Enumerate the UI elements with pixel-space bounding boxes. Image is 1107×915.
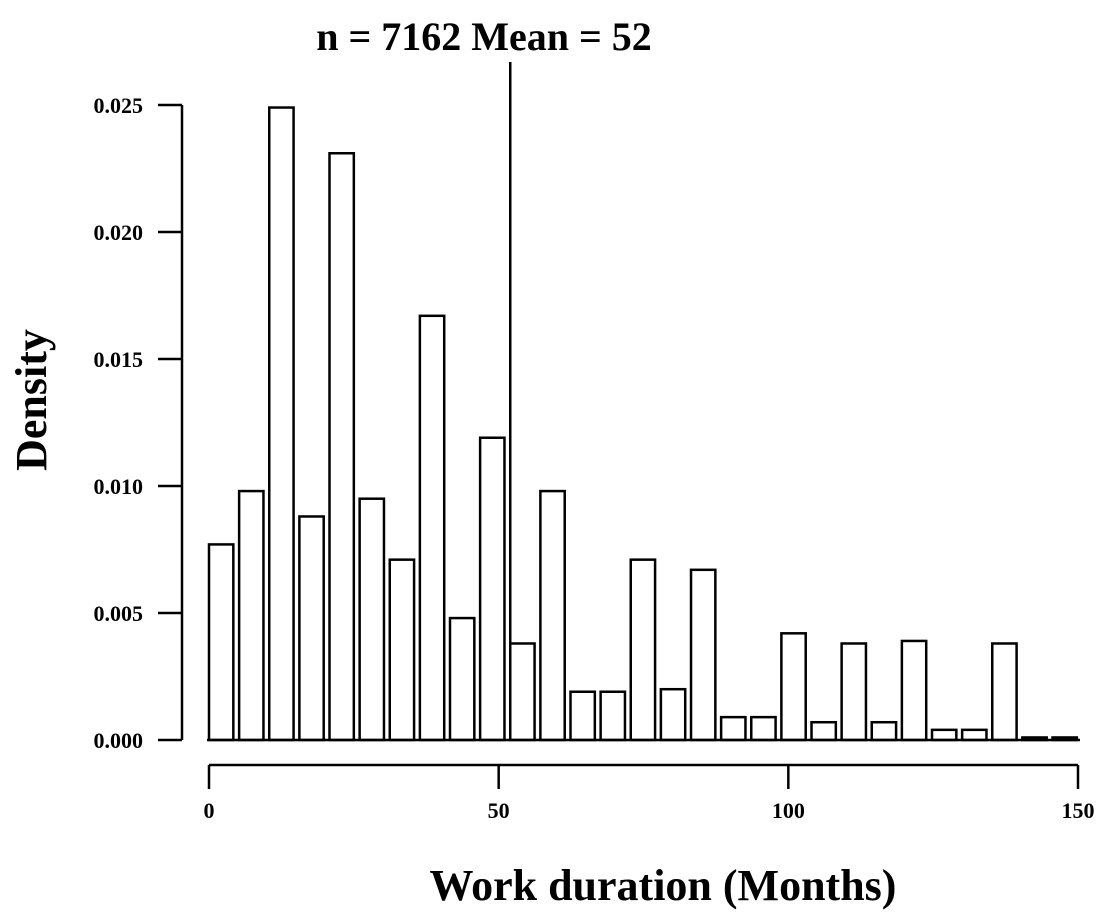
y-tick-label-1: 0.005 bbox=[94, 601, 144, 626]
histogram-bar-13 bbox=[599, 690, 627, 742]
histogram-bar-7 bbox=[418, 314, 446, 742]
y-tick-label-3: 0.015 bbox=[94, 347, 144, 372]
histogram-bar-14 bbox=[629, 558, 657, 742]
histogram-bar-26 bbox=[991, 642, 1018, 742]
bars-layer bbox=[207, 106, 1080, 742]
histogram-bar-21 bbox=[840, 642, 868, 742]
histogram-bar-5 bbox=[358, 497, 386, 742]
x-tick-label-3: 150 bbox=[1062, 798, 1095, 823]
x-tick-label-2: 100 bbox=[772, 798, 805, 823]
y-tick-label-5: 0.025 bbox=[94, 93, 144, 118]
histogram-bar-1 bbox=[237, 489, 265, 742]
x-tick-label-1: 50 bbox=[488, 798, 510, 823]
histogram-bar-20 bbox=[810, 720, 838, 742]
histogram-bar-9 bbox=[478, 436, 506, 742]
histogram-bar-3 bbox=[298, 515, 325, 742]
histogram-bar-4 bbox=[328, 152, 356, 742]
histogram-bar-25 bbox=[960, 728, 988, 742]
histogram-bar-6 bbox=[388, 558, 416, 742]
y-tick-label-0: 0.000 bbox=[94, 728, 144, 753]
histogram-bar-19 bbox=[780, 632, 807, 742]
y-tick-label-2: 0.010 bbox=[94, 474, 144, 499]
histogram-bar-2 bbox=[268, 106, 295, 742]
histogram-bar-10 bbox=[509, 642, 536, 742]
histogram-bar-8 bbox=[448, 616, 476, 742]
x-tick-label-0: 0 bbox=[204, 798, 215, 823]
histogram-bar-18 bbox=[750, 715, 777, 742]
histogram-bar-12 bbox=[569, 690, 597, 742]
histogram-bar-22 bbox=[870, 720, 898, 742]
histogram-bar-11 bbox=[539, 489, 566, 742]
histogram-bar-0 bbox=[207, 543, 235, 742]
x-axis: 0 50 100 150 bbox=[204, 763, 1095, 823]
histogram-bar-15 bbox=[659, 687, 687, 742]
y-tick-label-4: 0.020 bbox=[94, 220, 144, 245]
histogram-bar-24 bbox=[930, 728, 958, 742]
histogram-bar-23 bbox=[900, 639, 928, 742]
chart-title: n = 7162 Mean = 52 bbox=[316, 14, 652, 59]
histogram-bar-16 bbox=[689, 568, 717, 742]
histogram-bar-17 bbox=[719, 715, 747, 742]
y-axis-title: Density bbox=[7, 329, 56, 471]
x-axis-title: Work duration (Months) bbox=[430, 861, 897, 910]
y-axis: 0.000 0.005 0.010 0.015 0.020 0.025 bbox=[94, 93, 184, 753]
